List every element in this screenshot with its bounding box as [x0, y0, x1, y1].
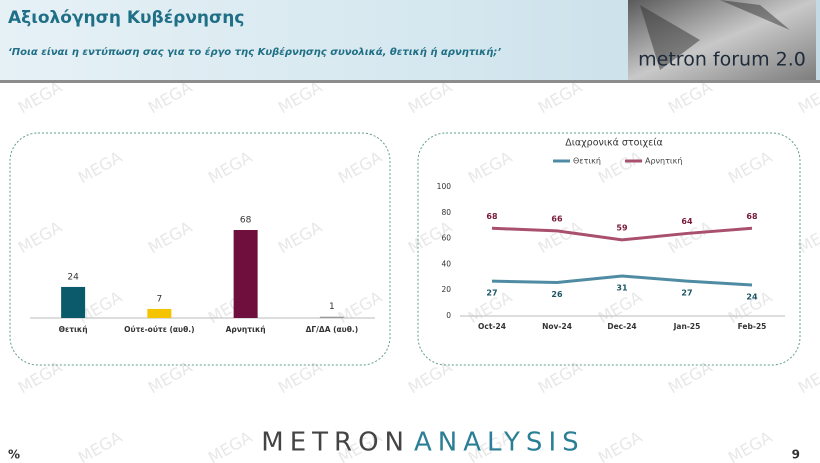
header-rule	[0, 80, 820, 83]
watermark: MEGA	[535, 357, 585, 397]
bar	[147, 308, 172, 318]
line-series	[491, 274, 753, 287]
y-tick-label: 60	[441, 234, 451, 243]
data-label: 59	[616, 223, 628, 232]
brand-left: METRON	[261, 428, 410, 458]
watermark: MEGA	[795, 217, 820, 257]
x-tick-label: Feb-25	[738, 322, 767, 331]
x-tick-label: ΔΓ/ΔΑ (αυθ.)	[306, 325, 359, 334]
logo-text: metron forum 2.0	[638, 49, 806, 71]
y-tick-label: 100	[437, 182, 452, 191]
brand-right: ANALYSIS	[414, 428, 585, 458]
legend-label: Αρνητική	[645, 157, 682, 166]
watermark: MEGA	[205, 427, 255, 463]
watermark: MEGA	[15, 217, 65, 257]
watermark: MEGA	[145, 77, 195, 117]
y-tick-label: 40	[441, 259, 451, 268]
data-label: 66	[551, 214, 563, 223]
data-label: 1	[329, 302, 335, 312]
data-label: 24	[67, 272, 79, 282]
data-label: 27	[486, 289, 497, 298]
data-label: 64	[681, 217, 693, 226]
x-tick-label: Αρνητική	[226, 325, 266, 334]
watermark: MEGA	[145, 217, 195, 257]
y-tick-label: 20	[441, 285, 451, 294]
percent-symbol: %	[8, 448, 20, 462]
data-label: 24	[746, 293, 758, 302]
subtitle: ‘Ποια είναι η εντύπωση σας για το έργο τ…	[8, 46, 501, 58]
watermark: MEGA	[725, 427, 775, 463]
watermark: MEGA	[405, 77, 455, 117]
data-label: 68	[746, 212, 758, 221]
watermark: MEGA	[795, 357, 820, 397]
watermark: MEGA	[275, 77, 325, 117]
bar	[233, 230, 258, 318]
x-tick-label: Jan-25	[673, 322, 701, 331]
watermark: MEGA	[205, 147, 255, 187]
panel-right	[417, 132, 801, 366]
watermark: MEGA	[75, 427, 125, 463]
line-series	[491, 226, 753, 242]
watermark: MEGA	[465, 147, 515, 187]
watermark: MEGA	[275, 357, 325, 397]
watermark: MEGA	[595, 147, 645, 187]
x-tick-label: Nov-24	[542, 322, 572, 331]
watermark: MEGA	[335, 287, 385, 327]
data-label: 68	[240, 216, 252, 226]
data-label: 26	[551, 290, 563, 299]
watermark: MEGA	[725, 147, 775, 187]
x-tick-label: Oct-24	[478, 322, 506, 331]
bar	[319, 316, 344, 318]
watermark: MEGA	[665, 77, 715, 117]
watermark: MEGA	[405, 357, 455, 397]
watermark: MEGA	[335, 147, 385, 187]
panel-left	[9, 132, 391, 366]
y-tick-label: 80	[441, 208, 451, 217]
logo-shapes	[640, 0, 790, 70]
x-tick-label: Dec-24	[607, 322, 636, 331]
y-tick-label: 0	[446, 311, 451, 320]
watermark: MEGA	[595, 427, 645, 463]
watermark: MEGA	[15, 77, 65, 117]
watermark: MEGA	[275, 217, 325, 257]
data-label: 68	[486, 212, 498, 221]
watermark: MEGA	[535, 77, 585, 117]
watermark: MEGA	[15, 357, 65, 397]
data-label: 7	[157, 294, 163, 304]
data-label: 27	[681, 289, 692, 298]
watermark: MEGA	[75, 147, 125, 187]
watermark: MEGA	[145, 357, 195, 397]
x-tick-label: Ούτε-ούτε (αυθ.)	[124, 325, 194, 334]
page-number: 9	[792, 448, 800, 462]
legend-label: Θετική	[573, 157, 601, 166]
data-label: 31	[616, 284, 628, 293]
bar	[61, 286, 86, 318]
watermark: MEGA	[795, 77, 820, 117]
chart-title: Διαχρονικά στοιχεία	[565, 138, 663, 149]
watermark: MEGA	[665, 357, 715, 397]
x-tick-label: Θετική	[59, 325, 88, 334]
title: Αξιολόγηση Κυβέρνησης	[8, 8, 244, 28]
